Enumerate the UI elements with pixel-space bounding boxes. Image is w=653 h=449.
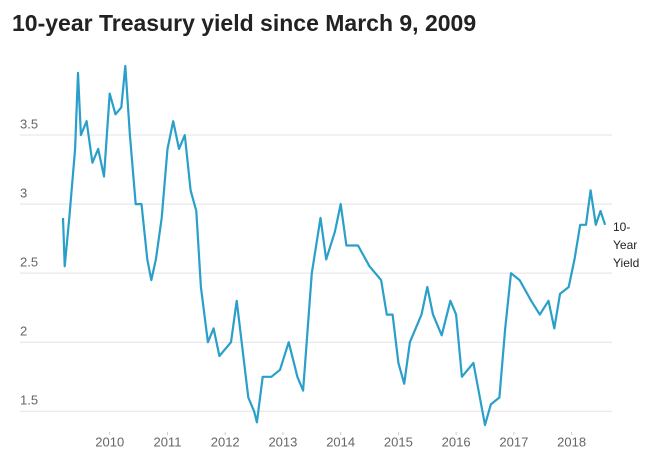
x-tick-label: 2011	[153, 434, 181, 449]
x-tick-label: 2016	[442, 434, 471, 449]
line	[61, 64, 607, 427]
y-tick-label: 2.5	[20, 255, 38, 270]
x-tick-label: 2014	[326, 434, 355, 449]
y-tick-label: 3.5	[20, 116, 38, 131]
x-tick-label: 2015	[384, 434, 413, 449]
x-tick-label: 2010	[95, 434, 124, 449]
x-tick-label: 2013	[268, 434, 297, 449]
chart-title: 10-year Treasury yield since March 9, 20…	[12, 10, 477, 36]
y-tick-label: 3	[20, 186, 27, 201]
x-tick-label: 2018	[557, 434, 586, 449]
x-tick-label: 2012	[211, 434, 240, 449]
y-tick-label: 2	[20, 324, 27, 339]
x-tick-label: 2017	[499, 434, 528, 449]
series-label: 10-Year Yield	[613, 220, 640, 270]
y-tick-label: 1.5	[20, 393, 38, 408]
